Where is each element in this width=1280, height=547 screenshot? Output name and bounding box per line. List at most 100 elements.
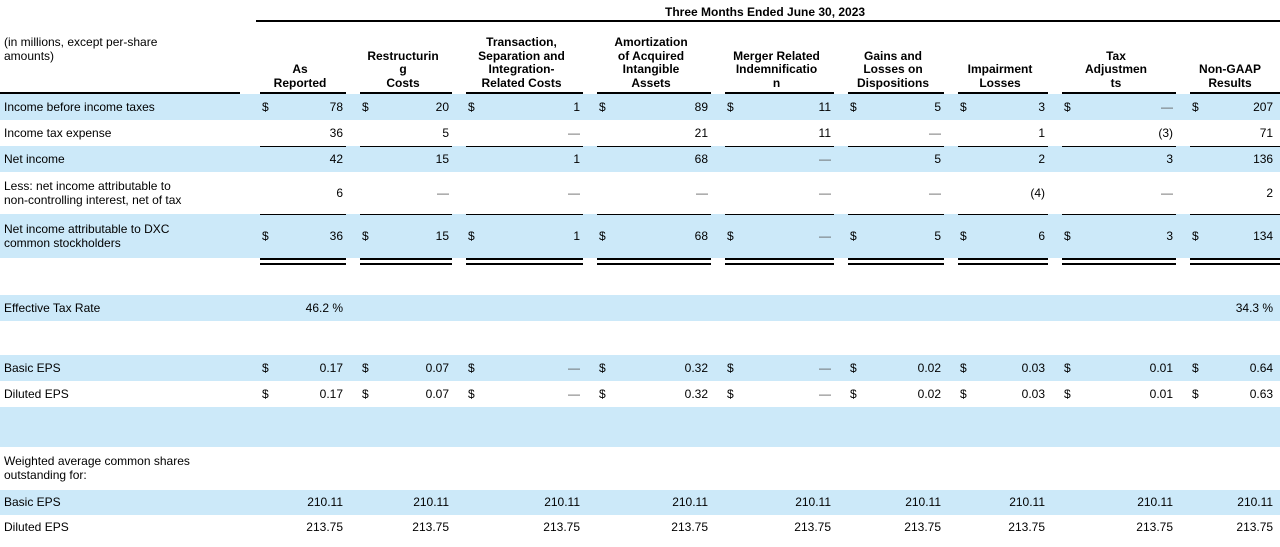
value-cell: 46.2 %	[250, 295, 350, 321]
currency-symbol: $	[468, 99, 475, 114]
cell-value: 0.17	[319, 360, 343, 375]
cell-value: 1	[573, 228, 580, 243]
spacer-row	[0, 321, 1280, 355]
cell-value: 34.3 %	[1235, 300, 1274, 315]
value-cell: 71	[1180, 120, 1280, 146]
value-cell: 213.75	[715, 515, 838, 540]
value-cell: 36	[250, 120, 350, 146]
value-cell	[456, 447, 587, 490]
cell-value: 0.17	[319, 386, 343, 401]
column-header-label: Impairment Losses	[967, 62, 1033, 90]
cell-value: 210.11	[795, 495, 831, 510]
cell-value: 213.75	[1008, 520, 1045, 535]
cell-content: $ —	[715, 229, 838, 243]
cell-content: 42	[250, 152, 350, 166]
currency-symbol: $	[960, 360, 967, 375]
currency-symbol: $	[1192, 99, 1199, 114]
value-cell: 2	[1180, 172, 1280, 214]
period-header-label: Three Months Ended June 30, 2023	[665, 5, 866, 19]
value-cell: $0.63	[1180, 381, 1280, 407]
cell-value: 134	[1253, 228, 1274, 243]
cell-content: —	[456, 186, 587, 200]
row-effective-tax-rate: Effective Tax Rate 46.2 % 34.3 %	[0, 294, 1280, 321]
value-cell: —	[838, 172, 948, 214]
cell-content: $5	[838, 229, 948, 243]
cell-content: $0.02	[838, 387, 948, 401]
value-cell: —	[1052, 172, 1180, 214]
cell-value: 36	[329, 125, 343, 140]
subtotal-rule	[1190, 213, 1280, 215]
cell-value: 6	[1038, 228, 1045, 243]
cell-value: 15	[435, 151, 449, 166]
column-header-label: Merger Related Indemnificatio n	[733, 48, 820, 90]
cell-value: 1	[573, 151, 580, 166]
cell-value: 0.32	[684, 386, 708, 401]
header-rule	[958, 91, 1048, 94]
spacer-cell	[0, 407, 1280, 447]
value-cell: $0.01	[1052, 381, 1180, 407]
value-cell: 3	[1052, 145, 1180, 172]
cell-content: $36	[250, 229, 350, 243]
row-label-header-cell: (in millions, except per-share amounts)	[0, 22, 250, 94]
value-cell: $68	[587, 213, 715, 258]
subtotal-rule	[260, 213, 346, 215]
row-label: Effective Tax Rate	[4, 300, 101, 315]
currency-symbol: $	[362, 228, 369, 243]
value-cell: $0.07	[350, 355, 456, 381]
value-cell: $5	[838, 94, 948, 120]
cell-value: (4)	[1030, 185, 1045, 200]
currency-symbol: $	[599, 228, 606, 243]
value-cell	[1052, 295, 1180, 321]
value-cell: $ —	[715, 355, 838, 381]
cell-content: $0.03	[948, 361, 1052, 375]
cell-value: 89	[694, 99, 708, 114]
currency-symbol: $	[262, 360, 269, 375]
value-cell: 21	[587, 120, 715, 146]
row-label: Income before income taxes	[4, 99, 155, 114]
spacer-cell	[0, 321, 1280, 355]
currency-symbol: $	[468, 228, 475, 243]
cell-value: 2	[1266, 185, 1274, 200]
double-rule-cell	[1052, 257, 1180, 268]
currency-symbol: $	[1192, 386, 1199, 401]
double-rule-cell	[948, 257, 1052, 268]
cell-content: 36	[250, 126, 350, 140]
cell-value: 21	[694, 125, 708, 140]
cell-content: $0.17	[250, 387, 350, 401]
value-cell: 15	[350, 145, 456, 172]
cell-value: 71	[1259, 125, 1274, 140]
value-cell: 210.11	[1180, 490, 1280, 515]
cell-value: —	[568, 386, 580, 401]
cell-value: 11	[818, 125, 831, 140]
double-rule	[725, 257, 834, 265]
cell-content: $0.07	[350, 387, 456, 401]
cell-content: 210.11	[715, 495, 838, 509]
double-rule-cell	[456, 257, 587, 268]
cell-content: —	[715, 152, 838, 166]
cell-content: $0.07	[350, 361, 456, 375]
value-cell: $0.03	[948, 355, 1052, 381]
row-label: Net income attributable to DXC common st…	[4, 221, 170, 250]
cell-value: 1	[1038, 125, 1045, 140]
cell-value: 36	[329, 228, 343, 243]
cell-value: —	[1161, 185, 1173, 200]
cell-content: $0.03	[948, 387, 1052, 401]
value-cell: 213.75	[250, 515, 350, 540]
cell-content: $ —	[715, 361, 838, 375]
period-header-row: Three Months Ended June 30, 2023	[0, 0, 1280, 22]
row-basic-eps: Basic EPS $0.17 $0.07 $ — $0.32 $ — $0.02 $0.03 $0…	[0, 354, 1280, 381]
row-label-header: (in millions, except per-share amounts)	[4, 34, 158, 63]
cell-value: 210.11	[307, 495, 343, 510]
cell-content: 213.75	[948, 520, 1052, 534]
cell-value: —	[819, 151, 831, 166]
value-cell: $0.17	[250, 355, 350, 381]
cell-content: $0.01	[1052, 387, 1180, 401]
subtotal-rule	[848, 213, 944, 215]
column-header-label: Amortization of Acquired Intangible Asse…	[614, 35, 688, 90]
spacer-row	[0, 540, 1280, 547]
value-cell: 213.75	[1180, 515, 1280, 540]
value-cell: $0.32	[587, 355, 715, 381]
cell-value: 210.11	[672, 495, 708, 510]
spacer-cell	[0, 268, 1280, 295]
cell-content: 210.11	[1180, 495, 1280, 509]
